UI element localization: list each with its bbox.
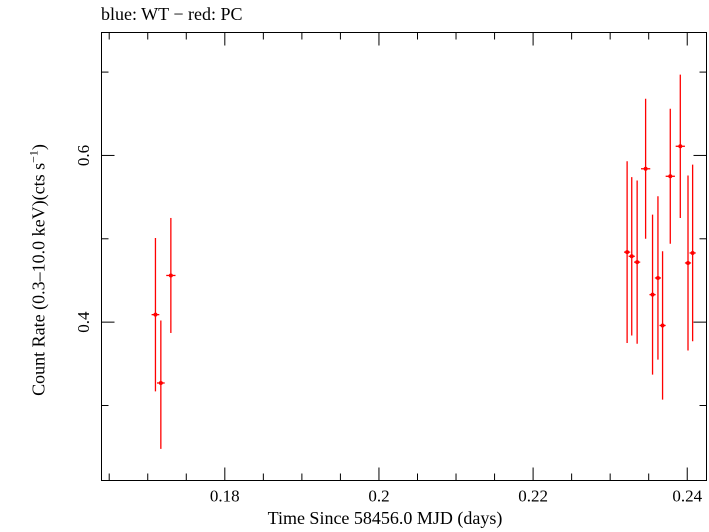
y-axis-label: Count Rate (0.3–10.0 keV)(cts s−1)	[27, 144, 50, 396]
data-point	[675, 74, 685, 218]
data-point	[628, 177, 635, 336]
point-marker	[668, 174, 673, 179]
point-marker	[690, 250, 695, 255]
chart-title: blue: WT − red: PC	[101, 4, 243, 24]
x-tick-label: 0.2	[368, 487, 389, 506]
point-marker	[686, 260, 691, 265]
point-marker	[678, 144, 683, 149]
y-tick-label: 0.6	[74, 145, 93, 166]
data-point	[624, 161, 631, 343]
data-point	[665, 108, 675, 244]
plot-frame	[101, 32, 707, 481]
data-point	[659, 251, 666, 400]
axis-ticks	[101, 32, 707, 481]
data-point	[689, 164, 696, 342]
y-axis-label-main: Count Rate (0.3–10.0 keV)(cts s	[28, 162, 49, 396]
point-marker	[153, 312, 158, 317]
data-point	[166, 217, 176, 333]
point-marker	[158, 380, 163, 385]
x-tick-label: 0.22	[518, 487, 548, 506]
data-point	[640, 98, 651, 239]
point-marker	[643, 166, 648, 171]
x-tick-label: 0.24	[672, 487, 702, 506]
data-point	[649, 214, 656, 375]
point-marker	[629, 254, 634, 259]
data-point	[654, 196, 662, 360]
y-tick-label: 0.4	[74, 311, 93, 333]
point-marker	[625, 250, 630, 255]
point-marker	[168, 273, 173, 278]
x-axis-label: Time Since 58456.0 MJD (days)	[267, 508, 503, 528]
data-point	[151, 237, 160, 392]
y-axis-label-exponent: −1	[26, 150, 41, 163]
y-axis-label-close: )	[28, 144, 49, 151]
data-point	[684, 175, 692, 351]
point-marker	[655, 275, 660, 280]
x-tick-label: 0.18	[210, 487, 240, 506]
data-point	[634, 180, 641, 344]
point-marker	[660, 323, 665, 328]
data-point	[156, 320, 165, 449]
point-marker	[650, 292, 655, 297]
data-points	[151, 74, 696, 449]
point-marker	[635, 260, 640, 265]
series-pc	[151, 74, 696, 449]
tick-labels: 0.18 0.2 0.22 0.24 0.4 0.6	[74, 145, 703, 506]
